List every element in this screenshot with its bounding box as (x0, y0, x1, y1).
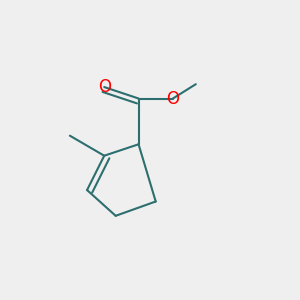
Text: O: O (167, 89, 179, 107)
Text: O: O (98, 78, 111, 96)
